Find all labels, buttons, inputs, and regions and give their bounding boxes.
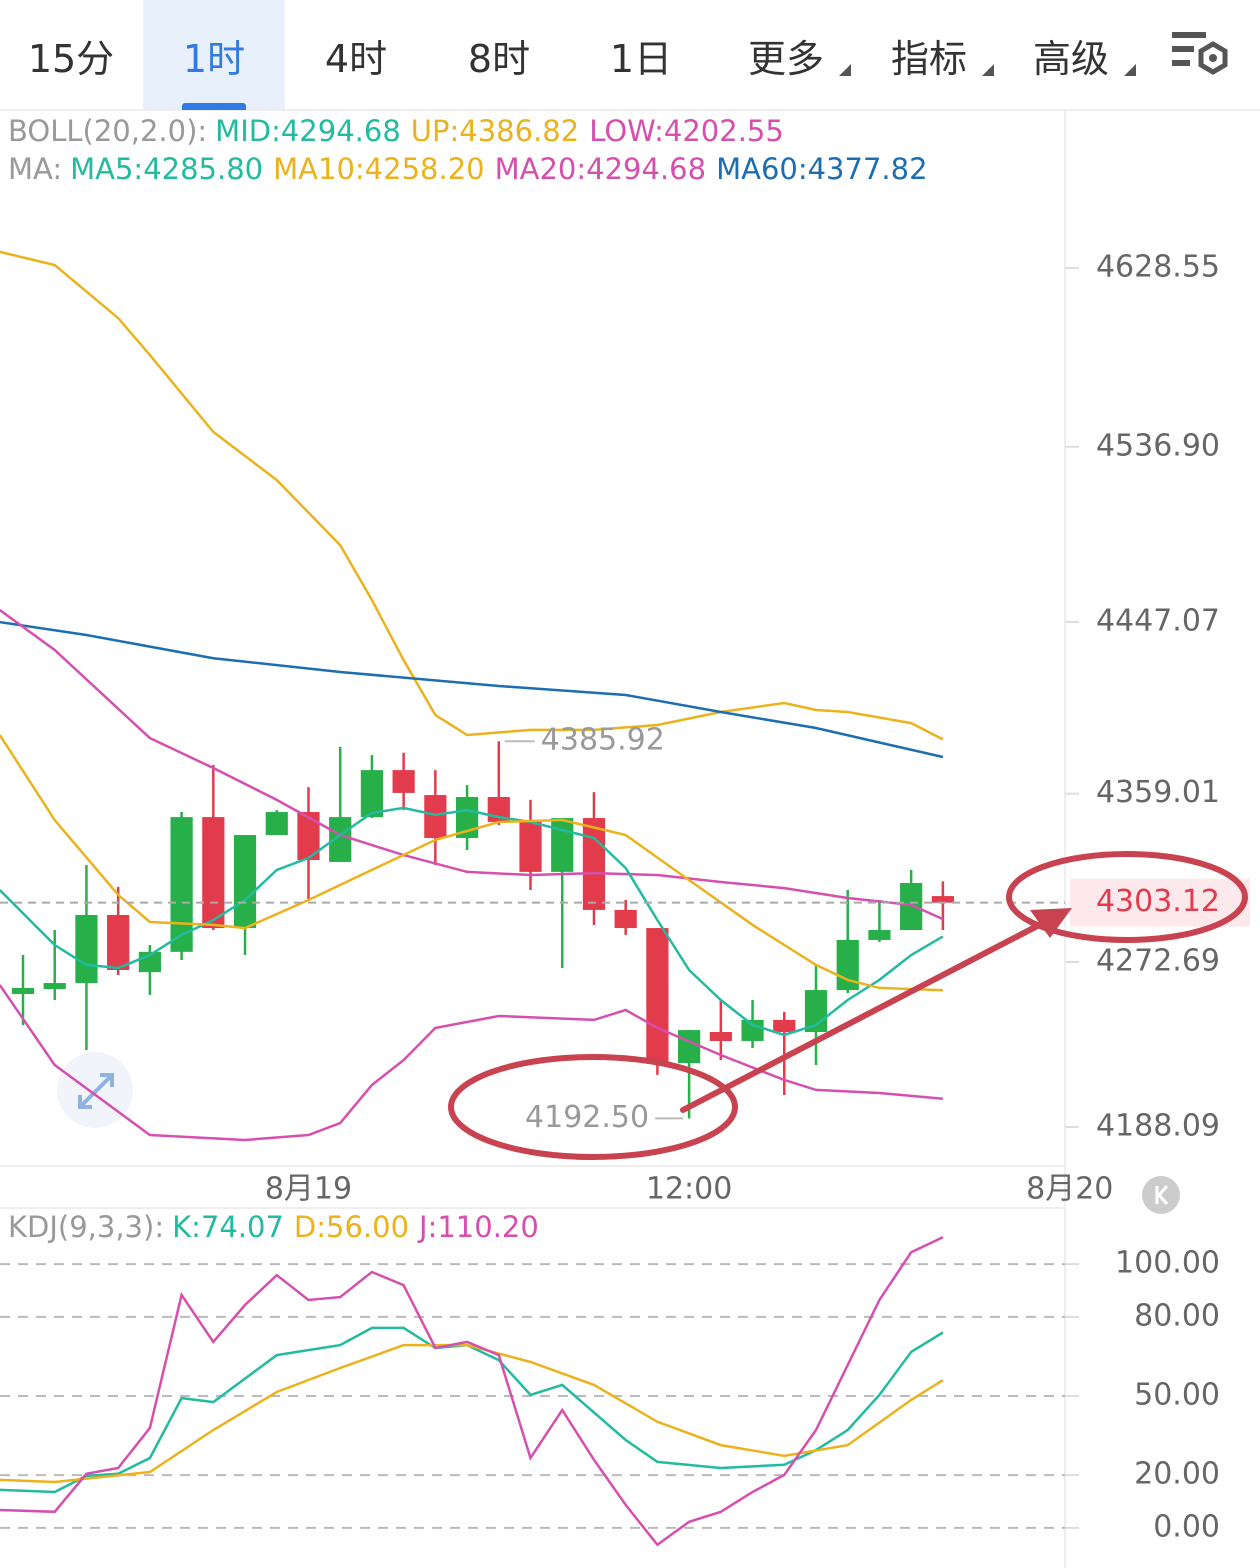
arrow-line [680, 919, 1048, 1113]
legend-title: MA: [8, 152, 63, 186]
candle-body [233, 835, 257, 929]
x-tick-label: 8月19 [265, 1172, 352, 1207]
indicator-line [0, 620, 944, 759]
indicator-legend: KDJ(9,3,3): K:74.07 D:56.00 J:110.20 [8, 1210, 549, 1244]
icon-hex [1198, 41, 1228, 75]
indicator-line [0, 806, 944, 1037]
y-tick-label: 100.00 [1115, 1246, 1220, 1281]
last-price-label: 4303.12 [1096, 884, 1220, 919]
extreme-label: 4385.92 [541, 723, 665, 758]
tab[interactable]: 4时 [324, 36, 388, 81]
timeframe-tabs: 15分 1时 4时 8时 1日 更多 指标 高级 [0, 0, 1150, 110]
legend-item: K:74.07 [172, 1210, 284, 1244]
icon-arrow [78, 1073, 114, 1109]
x-tick-label: 8月20 [1026, 1172, 1113, 1207]
candle-body [614, 909, 637, 929]
legend-title: KDJ(9,3,3): [8, 1210, 165, 1244]
icon-dot [1209, 54, 1217, 62]
candle-body [582, 818, 606, 910]
candle-body [170, 817, 193, 952]
y-tick-label: 4188.09 [1096, 1108, 1220, 1143]
candle-body [900, 883, 923, 931]
candle-body [424, 795, 447, 838]
candle-body [678, 1030, 701, 1064]
icon-k [1155, 1185, 1169, 1205]
y-tick-label: 4272.69 [1096, 944, 1220, 979]
tab[interactable]: 1日 [609, 36, 673, 81]
last-price-box [1070, 878, 1250, 927]
icon-bar [1172, 60, 1190, 66]
indicator-line [0, 1343, 944, 1484]
dropdown-arrow [839, 64, 851, 76]
y-tick-label: 4447.07 [1096, 603, 1220, 638]
y-tick-label: 80.00 [1134, 1298, 1220, 1333]
y-tick-label: 4536.90 [1096, 428, 1220, 463]
candle-body [265, 812, 288, 836]
tab[interactable]: 指标 [858, 0, 1000, 110]
candle-body [646, 928, 669, 1064]
indicator-line [0, 1326, 944, 1494]
legend-item: J:110.20 [419, 1210, 539, 1244]
candle-body [329, 817, 352, 862]
candle-body [360, 770, 384, 818]
tab[interactable]: 高级 [1000, 0, 1142, 110]
indicator-line [0, 1236, 944, 1547]
y-tick-label: 20.00 [1134, 1457, 1220, 1492]
circle-mark [1006, 851, 1248, 943]
indicator-line [0, 608, 944, 921]
legend-item: MA20:4294.68 [494, 152, 707, 186]
icon-bar [1172, 32, 1206, 38]
y-tick-label: 0.00 [1153, 1509, 1220, 1544]
hand-drawing [448, 851, 1248, 1160]
candle-body [11, 987, 35, 994]
expand-icon[interactable] [57, 1052, 133, 1128]
y-tick-label: 50.00 [1134, 1377, 1220, 1412]
indicator-legend: BOLL(20,2.0): MID:4294.68 UP:4386.82 LOW:42… [8, 114, 794, 148]
legend-item: MID:4294.68 [215, 114, 401, 148]
indicator-line [0, 250, 944, 741]
legend-item: MA5:4285.80 [70, 152, 264, 186]
candle-body [741, 1019, 764, 1041]
icon-bar [1172, 46, 1194, 52]
legend-title: BOLL(20,2.0): [8, 114, 208, 148]
tab[interactable]: 1时 [143, 0, 285, 110]
indicator-legend: MA: MA5:4285.80 MA10:4258.20 MA20:4294.68 MA… [8, 152, 938, 186]
legend-item: D:56.00 [293, 1210, 410, 1244]
candle-body [75, 914, 98, 984]
x-tick-label: 12:00 [646, 1172, 732, 1207]
indicator-line [0, 984, 944, 1142]
tab[interactable]: 8时 [467, 36, 531, 81]
tab[interactable]: 更多 [715, 0, 857, 110]
reset-icon[interactable] [1142, 1176, 1180, 1214]
candle-body [43, 983, 66, 990]
candle-body [392, 770, 415, 793]
settings-icon[interactable] [1172, 32, 1228, 75]
legend-item: MA10:4258.20 [273, 152, 485, 186]
candle-body [107, 914, 130, 970]
indicator-line [0, 734, 943, 992]
y-tick-label: 4628.55 [1096, 250, 1220, 285]
candle-body [709, 1032, 732, 1041]
dropdown-arrow [1124, 64, 1136, 76]
candle-body [773, 1019, 796, 1033]
dropdown-arrow [982, 64, 994, 76]
candle-body [202, 817, 225, 929]
arrow-head [1030, 908, 1072, 938]
circle-mark [448, 1054, 738, 1160]
legend-item: MA60:4377.82 [716, 152, 928, 186]
candle-body [297, 812, 320, 860]
legend-item: LOW:4202.55 [589, 114, 784, 148]
active-indicator [182, 103, 246, 110]
candle-body [455, 797, 479, 838]
candle-body [931, 896, 954, 903]
tab[interactable]: 15分 [27, 36, 115, 81]
extreme-label: 4192.50 [525, 1100, 649, 1135]
candle-body [868, 930, 891, 940]
y-tick-label: 4359.01 [1096, 775, 1220, 810]
legend-item: UP:4386.82 [410, 114, 580, 148]
candle-body [519, 821, 542, 872]
candle-body [551, 818, 574, 872]
